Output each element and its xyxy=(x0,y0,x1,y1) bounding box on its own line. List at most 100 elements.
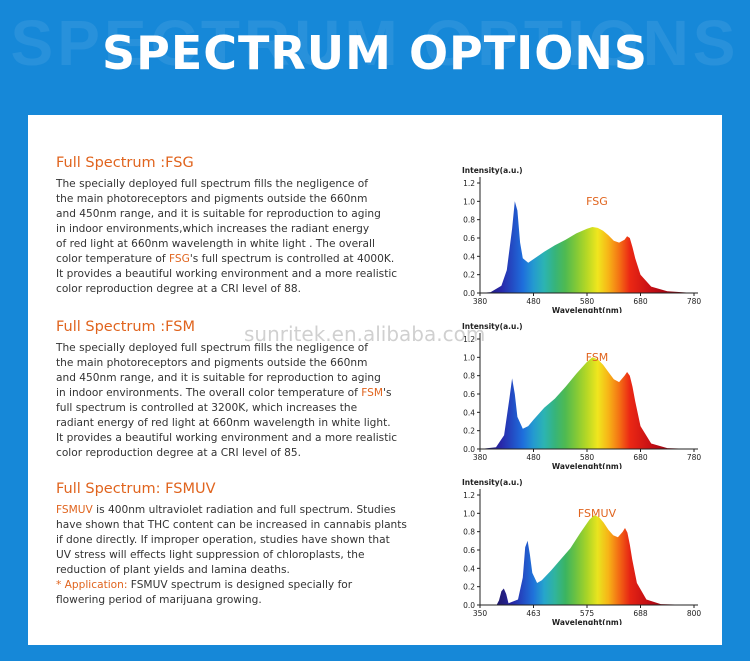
y-tick-label: 1.2 xyxy=(463,179,475,188)
content-panel: Full Spectrum :FSG The specially deploye… xyxy=(28,115,722,645)
section-text-line: color reproduction degree at a CRI level… xyxy=(56,446,416,461)
y-tick-label: 0.2 xyxy=(463,427,475,436)
highlight-text: FSMUV xyxy=(56,504,93,516)
x-tick-label: 380 xyxy=(473,453,488,462)
section-text-line: in indoor environments. The overall colo… xyxy=(56,386,416,401)
x-tick-label: 350 xyxy=(473,609,488,618)
body-text: color temperature of xyxy=(56,253,169,265)
section-text-line: The specially deployed full spectrum fil… xyxy=(56,341,416,356)
body-text: in indoor environments. The overall colo… xyxy=(56,387,362,399)
section-text-line: full spectrum is controlled at 3200K, wh… xyxy=(56,401,416,416)
body-text: reduction of plant yields and lamina dea… xyxy=(56,564,290,576)
body-text: the main photoreceptors and pigments out… xyxy=(56,193,368,205)
section-text-line: UV stress will effects light suppression… xyxy=(56,548,416,563)
section-text-line: and 450nm range, and it is suitable for … xyxy=(56,207,416,222)
x-tick-label: 680 xyxy=(633,297,648,306)
body-text: The specially deployed full spectrum fil… xyxy=(56,342,368,354)
y-tick-label: 1.0 xyxy=(463,353,475,362)
x-axis-label: Wavelenght(nm) xyxy=(552,306,622,313)
x-tick-label: 380 xyxy=(473,297,488,306)
body-text: It provides a beautiful working environm… xyxy=(56,268,398,280)
section-text-line: of red light at 660nm wavelength in whit… xyxy=(56,237,416,252)
highlight-text: FSM xyxy=(361,387,384,399)
y-tick-label: 1.2 xyxy=(463,491,475,500)
section-text-line: the main photoreceptors and pigments out… xyxy=(56,356,416,371)
body-text: flowering period of marijuana growing. xyxy=(56,594,262,606)
chart-svg: 0.0 0.2 0.4 0.6 0.8 1.0 1.2 380 480 580 680 780 Inte… xyxy=(462,322,702,469)
y-tick-label: 0.8 xyxy=(463,216,475,225)
section-text-line: It provides a beautiful working environm… xyxy=(56,267,416,282)
section-text-line: have shown that THC content can be incre… xyxy=(56,518,416,533)
body-text: It provides a beautiful working environm… xyxy=(56,432,398,444)
y-tick-label: 0.8 xyxy=(463,528,475,537)
body-text: FSMUV spectrum is designed specially for xyxy=(127,579,353,591)
x-tick-label: 575 xyxy=(580,609,595,618)
y-axis-label: Intensity(a.u.) xyxy=(462,478,523,487)
section-fsm: Full Spectrum :FSM The specially deploye… xyxy=(56,319,416,461)
body-text: full spectrum is controlled at 3200K, wh… xyxy=(56,402,358,414)
y-tick-label: 0.0 xyxy=(463,445,475,454)
y-tick-label: 0.6 xyxy=(463,390,475,399)
header-ghost-title: SPECTRUM OPTIONS xyxy=(10,7,740,79)
x-tick-label: 463 xyxy=(526,609,541,618)
section-text-line: * Application: FSMUV spectrum is designe… xyxy=(56,578,416,593)
body-text: the main photoreceptors and pigments out… xyxy=(56,357,368,369)
section-text-line: the main photoreceptors and pigments out… xyxy=(56,192,416,207)
y-tick-label: 0.4 xyxy=(463,408,475,417)
body-text: of red light at 660nm wavelength in whit… xyxy=(56,238,375,250)
y-tick-label: 0.4 xyxy=(463,564,475,573)
highlight-text: * Application: xyxy=(56,579,128,591)
y-tick-label: 1.0 xyxy=(463,509,475,518)
page-title: SPECTRUM OPTIONS xyxy=(101,26,648,80)
body-text: if done directly. If improper operation,… xyxy=(56,534,390,546)
body-text: color reproduction degree at a CRI level… xyxy=(56,447,301,459)
spectrum-chart-fsmuv: 0.0 0.2 0.4 0.6 0.8 1.0 1.2 350 463 575 688 800 Inte… xyxy=(432,475,702,625)
body-text: UV stress will effects light suppression… xyxy=(56,549,365,561)
x-tick-label: 580 xyxy=(580,453,595,462)
body-text: 's xyxy=(383,387,392,399)
chart-svg: 0.0 0.2 0.4 0.6 0.8 1.0 1.2 350 463 575 688 800 Inte… xyxy=(462,478,701,625)
y-tick-label: 0.8 xyxy=(463,372,475,381)
section-text-line: It provides a beautiful working environm… xyxy=(56,431,416,446)
spectrum-area xyxy=(480,515,694,605)
section-text-line: color reproduction degree at a CRI level… xyxy=(56,282,416,297)
section-title: Full Spectrum: FSMUV xyxy=(56,481,216,497)
section-title: Full Spectrum :FSM xyxy=(56,319,195,335)
chart-title: FSM xyxy=(586,351,609,364)
body-text: and 450nm range, and it is suitable for … xyxy=(56,208,381,220)
chart-title: FSMUV xyxy=(578,507,617,520)
section-text-line: if done directly. If improper operation,… xyxy=(56,533,416,548)
y-tick-label: 0.6 xyxy=(463,234,475,243)
x-tick-label: 580 xyxy=(580,297,595,306)
body-text: The specially deployed full spectrum fil… xyxy=(56,178,368,190)
highlight-text: FSG xyxy=(169,253,190,265)
x-tick-label: 780 xyxy=(687,453,702,462)
y-tick-label: 0.4 xyxy=(463,252,475,261)
section-text-line: radiant energy of red light at 660nm wav… xyxy=(56,416,416,431)
y-tick-label: 0.2 xyxy=(463,583,475,592)
body-text: is 400nm ultraviolet radiation and full … xyxy=(92,504,396,516)
body-text: and 450nm range, and it is suitable for … xyxy=(56,372,381,384)
y-tick-label: 0.0 xyxy=(463,601,475,610)
section-body: The specially deployed full spectrum fil… xyxy=(56,177,416,297)
section-text-line: color temperature of FSG's full spectrum… xyxy=(56,252,416,267)
y-axis-label: Intensity(a.u.) xyxy=(462,322,523,331)
section-text-line: in indoor environments,which increases t… xyxy=(56,222,416,237)
section-text-line: The specially deployed full spectrum fil… xyxy=(56,177,416,192)
x-axis-label: Wavelenght(nm) xyxy=(552,462,622,469)
spectrum-area xyxy=(480,201,694,293)
body-text: radiant energy of red light at 660nm wav… xyxy=(56,417,391,429)
y-tick-label: 0.6 xyxy=(463,546,475,555)
section-fsg: Full Spectrum :FSG The specially deploye… xyxy=(56,155,416,297)
watermark: sunritek.en.alibaba.com xyxy=(244,322,486,346)
x-tick-label: 480 xyxy=(526,453,541,462)
spectrum-chart-fsg: 0.0 0.2 0.4 0.6 0.8 1.0 1.2 380 480 580 680 780 Inte… xyxy=(432,163,702,313)
section-body: The specially deployed full spectrum fil… xyxy=(56,341,416,461)
y-tick-label: 1.0 xyxy=(463,197,475,206)
y-tick-label: 1.2 xyxy=(463,335,475,344)
chart-title: FSG xyxy=(586,195,608,208)
section-text-line: reduction of plant yields and lamina dea… xyxy=(56,563,416,578)
body-text: 's full spectrum is controlled at 4000K. xyxy=(189,253,395,265)
x-tick-label: 780 xyxy=(687,297,702,306)
body-text: color reproduction degree at a CRI level… xyxy=(56,283,301,295)
